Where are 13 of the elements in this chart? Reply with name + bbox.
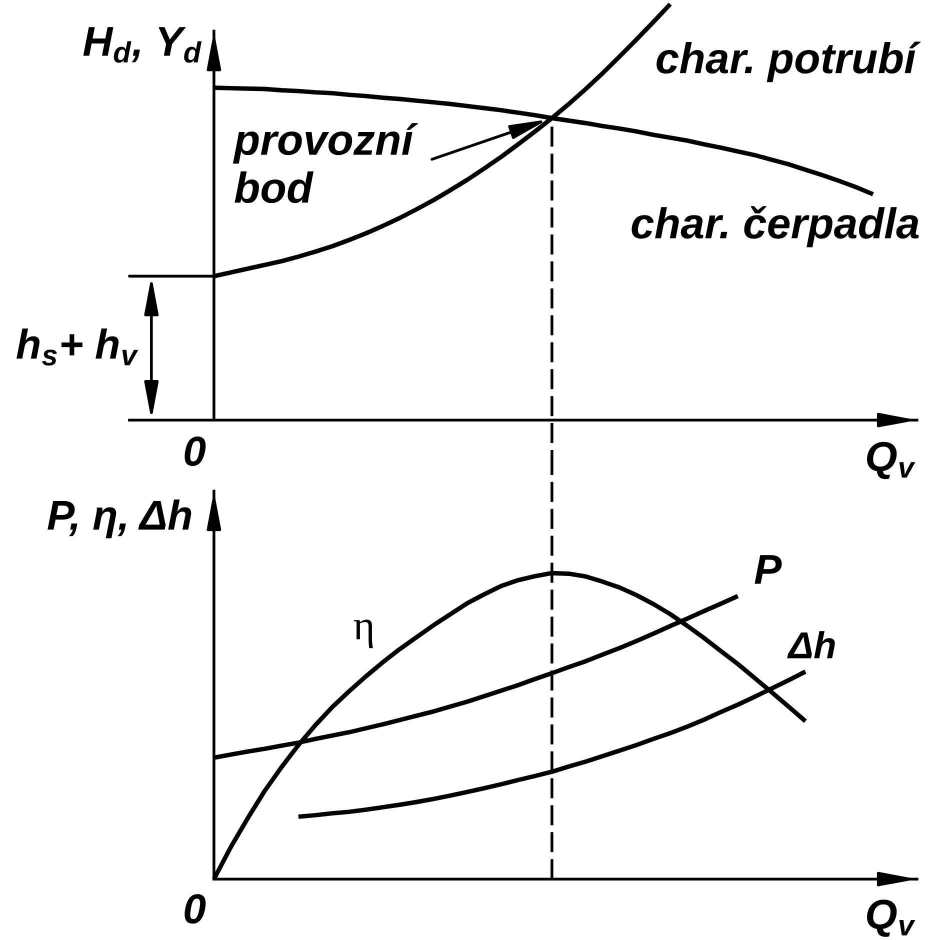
text: 0 bbox=[184, 436, 206, 466]
series-label: Δh bbox=[787, 631, 835, 658]
annotation: provozní bod bbox=[232, 123, 418, 204]
series-label: char. potrubí bbox=[656, 42, 921, 82]
text: 0 bbox=[184, 894, 206, 924]
x-axis-title: Q$_{v}$ bbox=[867, 442, 916, 480]
text: h$_{s}$+ h$_{v}$ bbox=[16, 328, 138, 366]
series-label: char. čerpadla bbox=[632, 206, 919, 248]
series-label: η bbox=[354, 620, 373, 648]
series-label: P bbox=[754, 555, 782, 584]
x-axis-title: Q$_{v}$ bbox=[867, 900, 916, 937]
y-axis-title: H$_{d}$, Y$_{d}$ bbox=[83, 27, 202, 63]
y-axis-title: P, η, Δh bbox=[48, 499, 192, 538]
